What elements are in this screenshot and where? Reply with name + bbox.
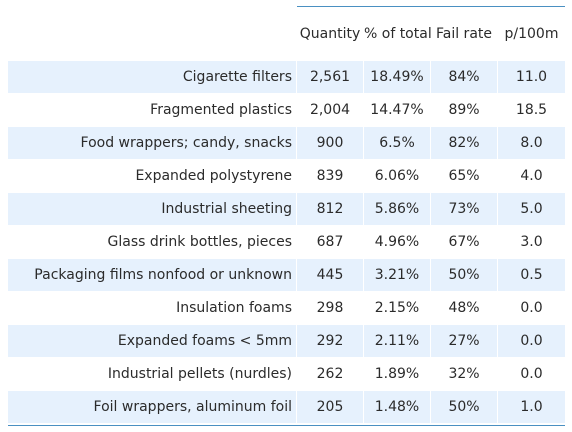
fail-rate-cell: 50% [431, 391, 497, 423]
pieces-per-100m-cell: 3.0 [520, 234, 543, 250]
percent-of-total-cell: 18.49% [364, 61, 430, 93]
percent-of-total-cell: 6.06% [374, 168, 420, 184]
quantity-cell: 292 [297, 325, 363, 357]
pieces-per-100m-cell: 4.0 [520, 168, 543, 184]
row-label-cell: Industrial sheeting [8, 193, 296, 225]
table-bottom-rule [8, 425, 565, 426]
table-row: Packaging films nonfood or unknown 445 3.2… [8, 259, 565, 292]
row-label-cell: Industrial pellets (nurdles) [107, 366, 292, 382]
table-row: Industrial sheeting 812 5.86% 73% 5.0 [8, 193, 565, 226]
row-label-cell: Food wrappers; candy, snacks [8, 127, 296, 159]
row-label-cell: Foil wrappers, aluminum foil [8, 391, 296, 423]
quantity-cell: 687 [316, 234, 344, 250]
table-top-rule [297, 6, 565, 7]
pieces-per-100m-cell: 0.0 [520, 300, 543, 316]
fail-rate-cell: 89% [448, 102, 480, 118]
percent-of-total-cell: 6.5% [364, 127, 430, 159]
header-fail-rate: Fail rate [435, 26, 492, 42]
quantity-cell: 298 [316, 300, 344, 316]
table-row: Cigarette filters 2,561 18.49% 84% 11.0 [8, 61, 565, 94]
fail-rate-cell: 84% [431, 61, 497, 93]
row-label-cell: Expanded polystyrene [135, 168, 292, 184]
table-row: Glass drink bottles, pieces 687 4.96% 67% 3.… [8, 226, 565, 259]
fail-rate-cell: 32% [448, 366, 480, 382]
header-percent-of-total: % of total [364, 26, 432, 42]
row-label-cell: Cigarette filters [8, 61, 296, 93]
percent-of-total-cell: 1.89% [374, 366, 420, 382]
table-row: Foil wrappers, aluminum foil 205 1.48% 50% 1… [8, 391, 565, 424]
header-label-column [8, 18, 296, 50]
fail-rate-cell: 82% [431, 127, 497, 159]
header-quantity: Quantity [299, 26, 361, 42]
pieces-per-100m-cell: 11.0 [498, 61, 565, 93]
percent-of-total-cell: 5.86% [364, 193, 430, 225]
percent-of-total-cell: 2.15% [374, 300, 420, 316]
pieces-per-100m-cell: 0.0 [498, 325, 565, 357]
percent-of-total-cell: 1.48% [364, 391, 430, 423]
row-label-cell: Expanded foams < 5mm [8, 325, 296, 357]
row-label-cell: Glass drink bottles, pieces [107, 234, 292, 250]
pieces-per-100m-cell: 5.0 [498, 193, 565, 225]
pieces-per-100m-cell: 0.5 [498, 259, 565, 291]
fail-rate-cell: 48% [448, 300, 480, 316]
percent-of-total-cell: 14.47% [370, 102, 424, 118]
fail-rate-cell: 65% [448, 168, 480, 184]
table-row: Insulation foams 298 2.15% 48% 0.0 [8, 292, 565, 325]
fail-rate-cell: 67% [448, 234, 480, 250]
quantity-cell: 900 [297, 127, 363, 159]
pieces-per-100m-cell: 18.5 [515, 102, 548, 118]
percent-of-total-cell: 2.11% [364, 325, 430, 357]
row-label-cell: Packaging films nonfood or unknown [8, 259, 296, 291]
quantity-cell: 2,004 [309, 102, 351, 118]
fail-rate-cell: 73% [431, 193, 497, 225]
fail-rate-cell: 50% [431, 259, 497, 291]
pieces-per-100m-cell: 0.0 [520, 366, 543, 382]
quantity-cell: 812 [297, 193, 363, 225]
table-row: Expanded polystyrene 839 6.06% 65% 4.0 [8, 160, 565, 193]
header-pieces-per-100m: p/100m [504, 26, 559, 42]
table-row: Expanded foams < 5mm 292 2.11% 27% 0.0 [8, 325, 565, 358]
table-row: Food wrappers; candy, snacks 900 6.5% 82% 8.… [8, 127, 565, 160]
row-label-cell: Fragmented plastics [150, 102, 292, 118]
table-row: Fragmented plastics 2,004 14.47% 89% 18.5 [8, 94, 565, 127]
quantity-cell: 445 [297, 259, 363, 291]
quantity-cell: 262 [316, 366, 344, 382]
quantity-cell: 205 [297, 391, 363, 423]
pieces-per-100m-cell: 1.0 [498, 391, 565, 423]
fail-rate-cell: 27% [431, 325, 497, 357]
table-row: Industrial pellets (nurdles) 262 1.89% 32% 0… [8, 358, 565, 391]
row-label-cell: Insulation foams [176, 300, 292, 316]
quantity-cell: 839 [316, 168, 344, 184]
pieces-per-100m-cell: 8.0 [498, 127, 565, 159]
table-header-row: Quantity % of total Fail rate p/100m [8, 18, 565, 51]
quantity-cell: 2,561 [297, 61, 363, 93]
percent-of-total-cell: 3.21% [364, 259, 430, 291]
percent-of-total-cell: 4.96% [374, 234, 420, 250]
